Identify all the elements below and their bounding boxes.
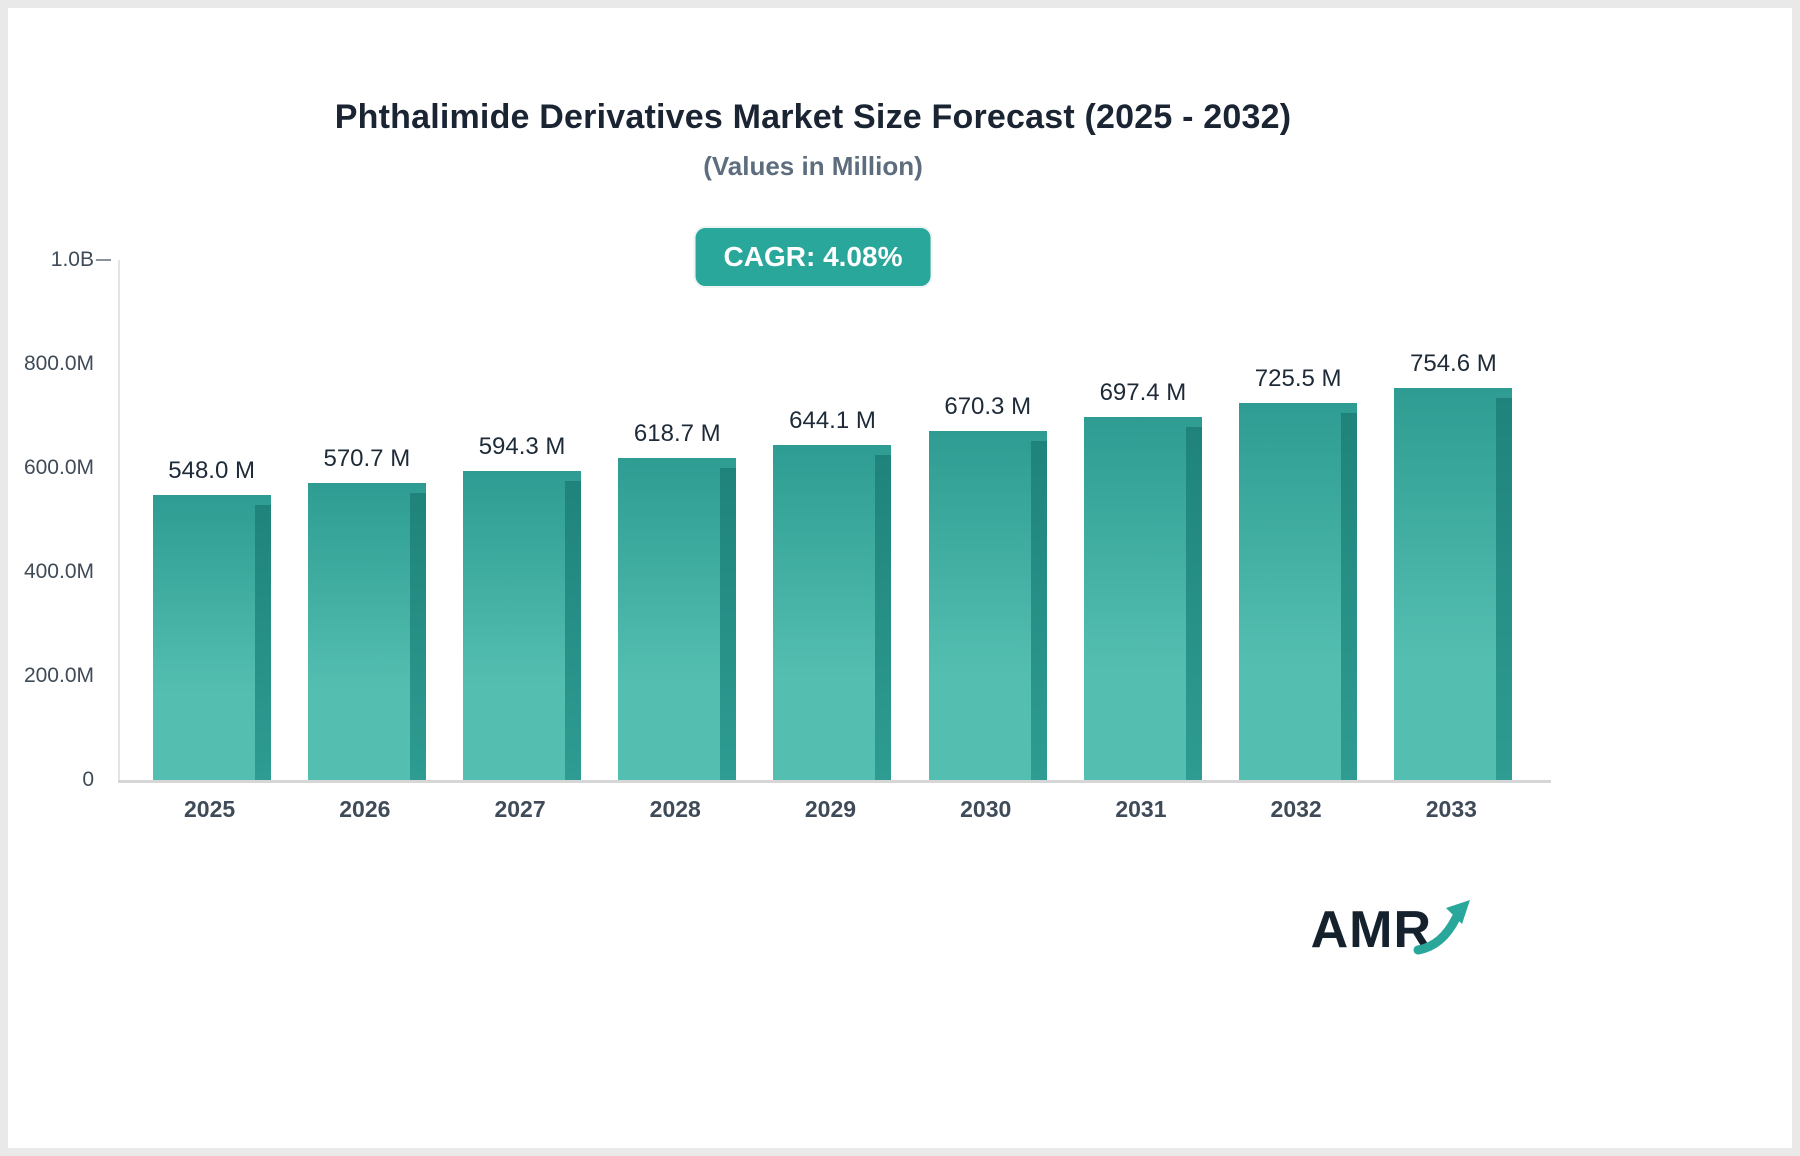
bar-group-2029: 644.1 M <box>755 260 910 780</box>
bar-group-2030: 670.3 M <box>910 260 1065 780</box>
y-axis-label-0: 0 <box>82 768 94 791</box>
bar-group-2033: 754.6 M <box>1376 260 1531 780</box>
bar-side-shade <box>1496 398 1513 780</box>
y-axis-label-200.0M: 200.0M <box>23 664 94 687</box>
x-axis-line <box>118 780 1551 783</box>
bar-side-shade <box>565 481 582 780</box>
bar-side-shade <box>1030 441 1047 780</box>
bar-group-2025: 548.0 M <box>134 260 289 780</box>
bar-value-label-2029: 644.1 M <box>789 407 876 434</box>
amr-logo: AMR <box>1311 900 1474 960</box>
bar-value-label-2031: 697.4 M <box>1099 379 1187 406</box>
y-axis-label-1.0B: 1.0B <box>50 248 94 271</box>
bar-chart: 0 200.0M 400.0M 600.0M 800.0M 1.0B 548.0 M 570… <box>8 8 1792 1148</box>
y-axis-tick <box>96 259 111 261</box>
bar-group-2028: 618.7 M <box>600 260 755 780</box>
x-axis-label-2033: 2033 <box>1425 796 1477 822</box>
bar-value-label-2030: 670.3 M <box>944 393 1032 420</box>
bar-side-shade <box>720 468 737 780</box>
x-axis-label-2030: 2030 <box>960 796 1012 822</box>
cagr-badge-label: CAGR: 4.08% <box>723 241 903 272</box>
amr-logo-text: AMR <box>1310 901 1432 959</box>
bar-side-shade <box>254 505 271 780</box>
bar-group-2026: 570.7 M <box>289 260 444 780</box>
bar-2028 <box>618 458 737 780</box>
bar-2026 <box>307 483 426 780</box>
bar-group-2031: 697.4 M <box>1065 260 1220 780</box>
bar-2025 <box>152 495 271 780</box>
bar-side-shade <box>1185 427 1202 780</box>
x-axis-label-2026: 2026 <box>339 796 391 822</box>
bar-2032 <box>1239 403 1358 780</box>
x-axis-label-2027: 2027 <box>494 796 546 822</box>
bar-value-label-2025: 548.0 M <box>168 457 255 484</box>
x-axis-labels: 2025 2026 2027 2028 2029 2030 2031 2032 2033 <box>118 796 1543 823</box>
bar-2033 <box>1394 388 1513 780</box>
bar-value-label-2027: 594.3 M <box>478 433 566 460</box>
bar-group-2032: 725.5 M <box>1221 260 1376 780</box>
x-axis-label-2029: 2029 <box>804 796 857 822</box>
plot-area: 548.0 M 570.7 M 594.3 M 618.7 M 644.1 M 670.3… <box>118 260 1551 783</box>
y-axis-label-800.0M: 800.0M <box>23 352 94 375</box>
x-axis-label-2032: 2032 <box>1270 796 1322 822</box>
bar-2030 <box>928 431 1047 780</box>
bar-2029 <box>773 445 892 780</box>
x-axis-label-2031: 2031 <box>1115 796 1167 822</box>
x-axis-label-2025: 2025 <box>184 796 236 822</box>
y-axis-label-600.0M: 600.0M <box>23 456 94 479</box>
bars-container: 548.0 M 570.7 M 594.3 M 618.7 M 644.1 M 670.3… <box>120 260 1545 780</box>
y-axis-label-400.0M: 400.0M <box>23 560 94 583</box>
bar-side-shade <box>875 455 892 780</box>
bar-2031 <box>1083 417 1202 780</box>
logo-arrow-icon <box>1413 900 1470 955</box>
bar-value-label-2032: 725.5 M <box>1254 365 1342 392</box>
cagr-badge: CAGR: 4.08% <box>693 226 933 288</box>
bar-2027 <box>463 471 582 780</box>
bar-side-shade <box>409 493 426 780</box>
bar-group-2027: 594.3 M <box>444 260 599 780</box>
chart-title: Phthalimide Derivatives Market Size Fore… <box>334 98 1292 136</box>
chart-header: Phthalimide Derivatives Market Size Fore… <box>8 8 1618 182</box>
chart-card: Phthalimide Derivatives Market Size Fore… <box>8 8 1792 1148</box>
bar-value-label-2026: 570.7 M <box>323 445 411 472</box>
bar-side-shade <box>1341 413 1358 780</box>
x-axis-label-2028: 2028 <box>649 796 701 822</box>
bar-value-label-2033: 754.6 M <box>1410 350 1497 377</box>
chart-subtitle: (Values in Million) <box>703 151 923 181</box>
bar-value-label-2028: 618.7 M <box>633 420 721 447</box>
